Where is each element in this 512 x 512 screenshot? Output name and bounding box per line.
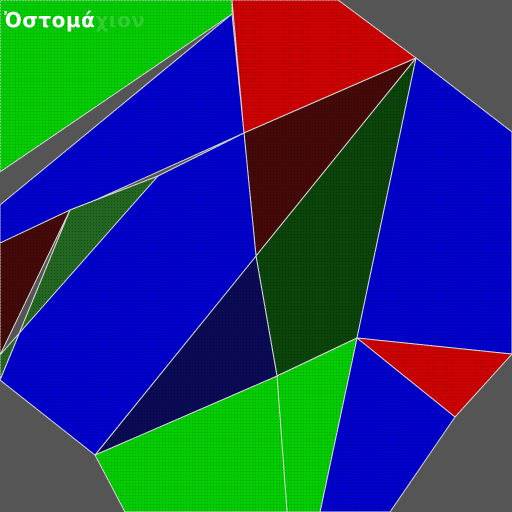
game-title-part-b: χιον <box>95 8 146 32</box>
game-title-part-a: Ὀστομά <box>4 8 96 32</box>
game-title: Ὀστομάχιον <box>4 8 145 32</box>
